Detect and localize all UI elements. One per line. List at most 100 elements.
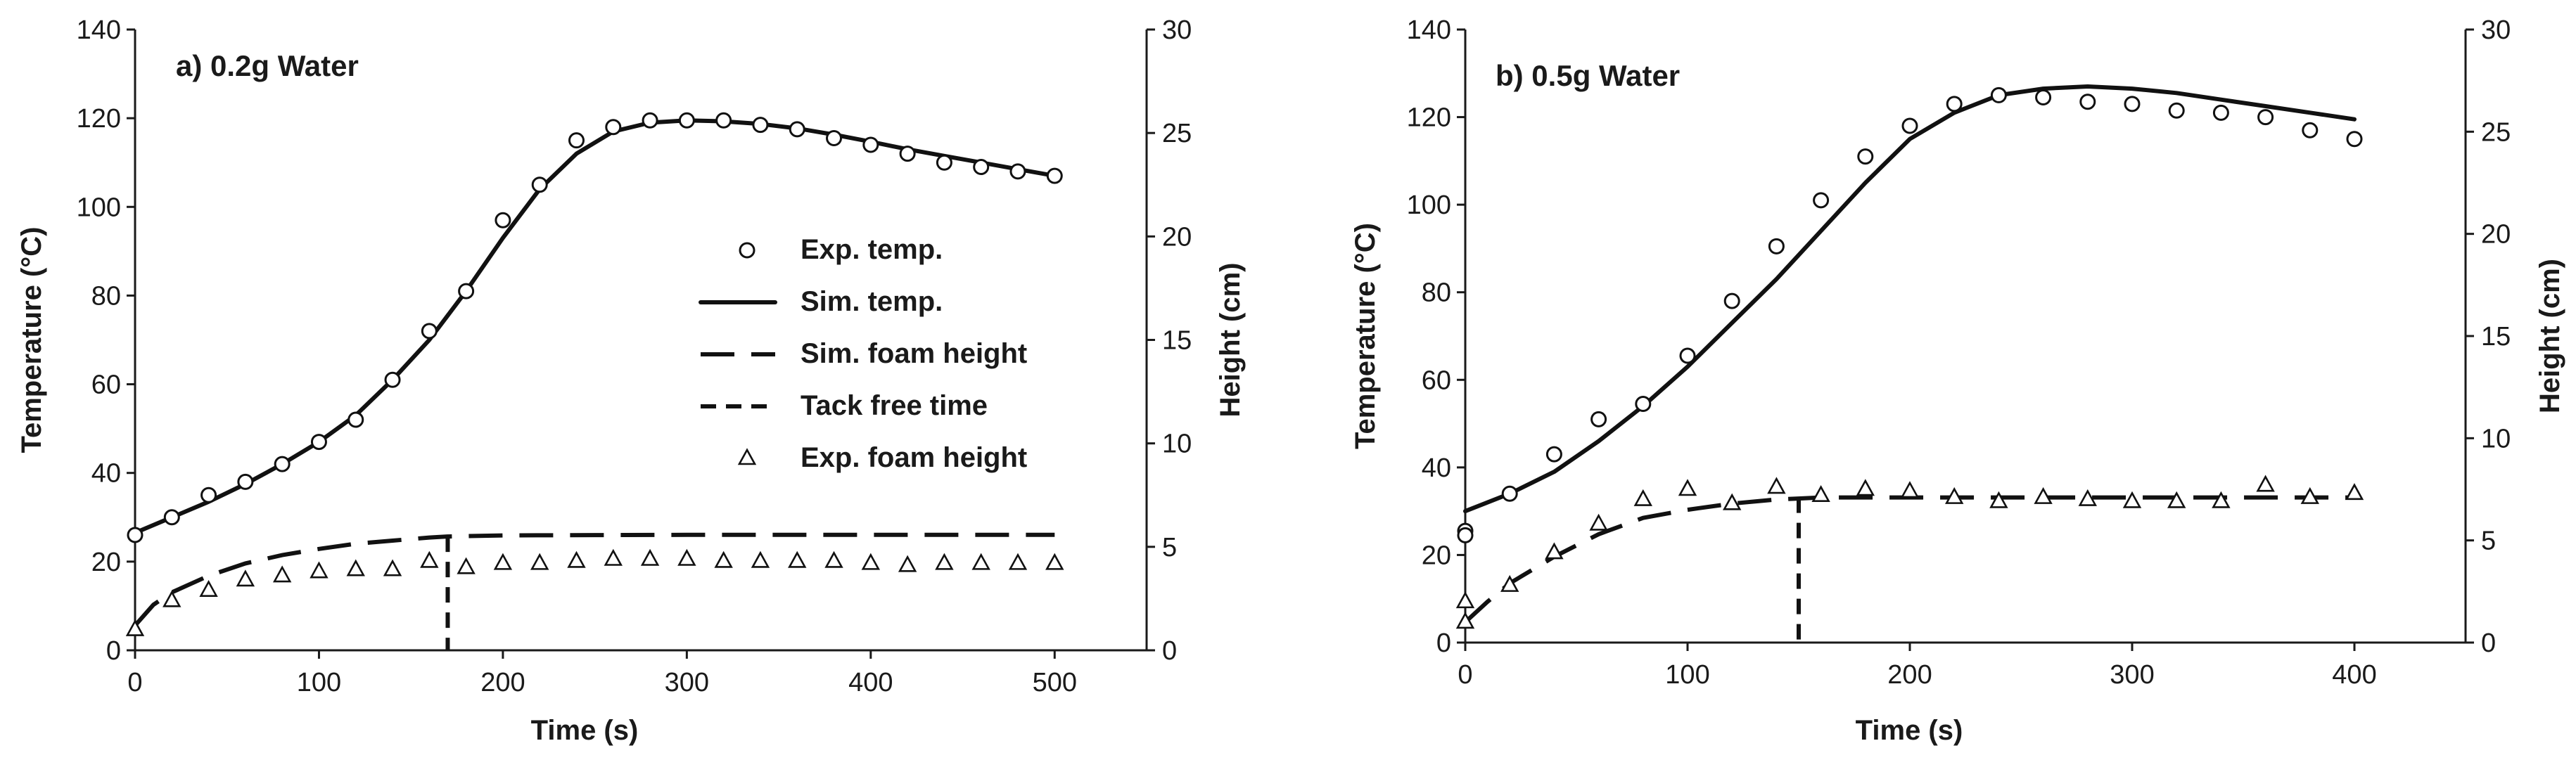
panel-b-exp-foam-height-point <box>1723 493 1742 510</box>
panel-a-xtick-label: 0 <box>127 668 142 697</box>
panel-b-exp-temp-point <box>1857 148 1874 165</box>
panel-b-exp-foam-height-point <box>1455 612 1475 629</box>
legend-entry-label: Sim. foam height <box>801 338 1027 369</box>
panel-b-exp-foam-height-point <box>2078 489 2097 506</box>
panel-b-exp-foam-height-point <box>1633 489 1652 506</box>
panel-b-exp-temp-point <box>2302 122 2319 138</box>
panel-b-exp-temp-point <box>1901 117 1918 134</box>
panel-a-exp-foam-height-point <box>346 559 365 576</box>
panel-b-exp-foam-height-point <box>1500 574 1519 592</box>
panel-b-xlabel: Time (s) <box>1856 715 1963 746</box>
panel-b-exp-temp-point <box>2257 109 2274 126</box>
panel-b-exp-temp-point <box>1946 96 1963 112</box>
panel-a-exp-temp-point <box>936 154 952 171</box>
panel-b-exp-foam-height-point <box>1811 485 1830 503</box>
panel-a-exp-foam-height-point <box>457 557 476 574</box>
panel-a-exp-temp-point <box>605 119 622 136</box>
panel-b-y2tick-label: 5 <box>2481 527 2496 556</box>
panel-a-ytick-label: 20 <box>91 548 121 577</box>
panel-b-xtick-label: 200 <box>1887 660 1932 690</box>
panel-a-exp-foam-height-point <box>971 553 990 570</box>
panel-a-xtick-label: 400 <box>848 668 893 697</box>
panel-a-ytick-label: 100 <box>77 193 121 222</box>
panel-a-ytick-label: 80 <box>91 281 121 311</box>
panel-b-y2tick-label: 10 <box>2481 424 2511 453</box>
panel-b-exp-temp-point <box>1635 396 1652 413</box>
panel-a-y2tick-label: 10 <box>1162 430 1192 459</box>
panel-b-exp-foam-height-point <box>1589 513 1608 531</box>
panel-a-ytick-label: 140 <box>77 15 121 45</box>
panel-b-ylabel: Temperature (°C) <box>1350 223 1381 449</box>
panel-b-y2tick-label: 25 <box>2481 117 2511 147</box>
legend-entry-label: Exp. foam height <box>801 442 1027 473</box>
panel-b-y2tick-label: 30 <box>2481 15 2511 45</box>
panel-b-title: b) 0.5g Water <box>1496 59 1680 92</box>
panel-a-exp-foam-height-point <box>236 569 255 587</box>
panel-a-y2tick-label: 5 <box>1162 533 1177 562</box>
panel-a-y2tick-label: 0 <box>1162 636 1177 666</box>
panel-b-y2tick-label: 15 <box>2481 322 2511 352</box>
legend-exp-temp-marker <box>739 242 755 259</box>
panel-b-exp-foam-height-point <box>2212 491 2231 508</box>
panel-b-y2label: Height (cm) <box>2534 259 2565 413</box>
panel-b-xtick-label: 300 <box>2110 660 2154 690</box>
panel-a-y2tick-label: 20 <box>1162 222 1192 252</box>
panel-b-exp-temp-point <box>1590 411 1607 427</box>
panel-b-exp-temp-point <box>2124 96 2141 112</box>
panel-b-xtick-label: 400 <box>2332 660 2376 690</box>
panel-b-exp-temp-point <box>2035 89 2052 106</box>
panel-a-exp-temp-point <box>789 121 805 138</box>
legend-entry-label: Tack free time <box>801 390 988 421</box>
panel-a-exp-foam-height-point <box>898 555 917 572</box>
panel-b-exp-foam-height-point <box>1945 486 1964 504</box>
panel-a-title: a) 0.2g Water <box>176 49 359 82</box>
panel-b-ytick-label: 0 <box>1436 629 1451 658</box>
panel-a-exp-foam-height-point <box>751 550 770 568</box>
panel-b-ytick-label: 40 <box>1422 453 1451 483</box>
panel-b-ytick-label: 100 <box>1407 191 1451 220</box>
panel-b-exp-foam-height-point <box>1767 477 1786 494</box>
panel-a-exp-temp-point <box>568 132 585 149</box>
panel-a-exp-foam-height-point <box>714 550 733 568</box>
panel-a-exp-foam-height-point <box>935 553 954 570</box>
panel-b-exp-foam-height-point <box>1989 491 2008 508</box>
panel-b-exp-foam-height-point <box>2300 486 2319 504</box>
panel-a-exp-temp-point <box>715 112 732 129</box>
panel-b-exp-foam-height-point <box>2122 491 2142 508</box>
legend-exp-foam-marker <box>737 448 757 465</box>
panel-b-exp-temp-point <box>1990 86 2007 103</box>
panel-a-exp-temp-point <box>237 473 254 490</box>
panel-b-exp-foam-height-point <box>1678 479 1697 496</box>
panel-a-ytick-label: 40 <box>91 459 121 489</box>
panel-a-exp-temp-point <box>531 176 548 193</box>
panel-b-sim-foam-height-line <box>1463 495 2354 624</box>
panel-a-y2tick-label: 15 <box>1162 326 1192 356</box>
panel-a-exp-temp-point <box>862 136 879 153</box>
panel-b-exp-foam-height-point <box>1900 481 1920 498</box>
panel-a-exp-temp-point <box>642 112 658 129</box>
panel-b-exp-temp-point <box>1813 192 1830 209</box>
legend-entry-label: Exp. temp. <box>801 234 943 265</box>
panel-a-exp-foam-height-point <box>824 550 843 568</box>
panel-b-exp-foam-height-point <box>1545 542 1564 560</box>
panel-a-y2tick-label: 30 <box>1162 15 1192 45</box>
panel-a-exp-foam-height-point <box>567 550 586 568</box>
panel-a-exp-foam-height-point <box>272 565 292 583</box>
panel-a-xlabel: Time (s) <box>531 715 639 746</box>
panel-b-exp-temp-point <box>1679 347 1696 364</box>
panel-b-exp-foam-height-point <box>1455 591 1475 609</box>
panel-a-exp-temp-point <box>384 371 401 388</box>
panel-b-exp-temp-point <box>1545 446 1562 463</box>
panel-b-exp-temp-point <box>2168 102 2185 119</box>
panel-a-exp-foam-height-point <box>310 561 329 579</box>
panel-b-xtick-label: 0 <box>1458 660 1472 690</box>
panel-a-ylabel: Temperature (°C) <box>16 227 47 453</box>
panel-a-exp-temp-point <box>752 117 769 134</box>
panel-a-exp-foam-height-point <box>162 590 181 607</box>
panel-b-exp-foam-height-point <box>1856 479 1875 496</box>
panel-a-ytick-label: 0 <box>106 636 121 666</box>
panel-a-ytick-label: 60 <box>91 370 121 400</box>
panel-a-legend: Exp. temp. Sim. temp. Sim. foam height Tack… <box>699 234 1027 473</box>
